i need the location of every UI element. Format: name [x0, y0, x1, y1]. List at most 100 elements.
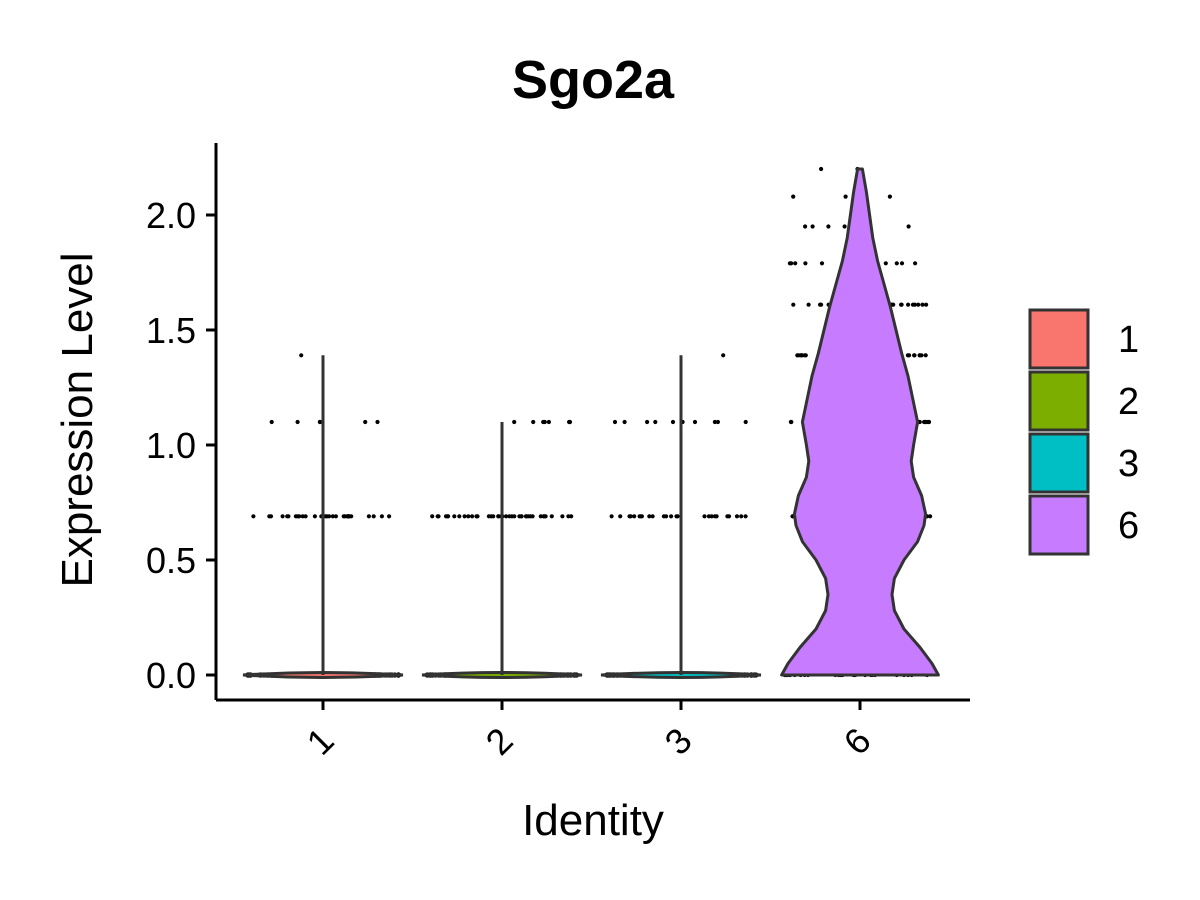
jitter-point	[803, 224, 808, 229]
y-tick-label: 1.5	[146, 310, 196, 351]
jitter-point	[887, 194, 893, 199]
jitter-point	[622, 419, 627, 425]
y-tick-label: 0.0	[146, 655, 196, 696]
jitter-point	[297, 514, 302, 519]
jitter-point	[712, 514, 718, 519]
jitter-point	[692, 419, 698, 425]
jitter-point	[566, 514, 571, 519]
jitter-point	[734, 514, 740, 519]
jitter-point	[923, 353, 928, 358]
jitter-point	[922, 419, 927, 425]
jitter-point	[650, 514, 655, 519]
jitter-point	[486, 514, 491, 519]
jitter-point	[632, 514, 637, 519]
jitter-point	[330, 514, 335, 519]
jitter-point	[507, 514, 512, 519]
jitter-point	[531, 419, 536, 425]
jitter-point	[299, 353, 304, 358]
jitter-point	[303, 514, 308, 519]
jitter-point	[251, 514, 256, 519]
jitter-point	[312, 514, 317, 519]
jitter-point	[504, 514, 509, 519]
y-tick-label: 2.0	[146, 195, 196, 236]
jitter-point	[542, 514, 547, 519]
jitter-point	[916, 302, 921, 307]
legend-item-2: 2	[1028, 370, 1139, 432]
plot-area: 0.0 0.5 1.0 1.5 2.0 1 2 3 6	[146, 143, 970, 763]
jitter-point	[366, 514, 371, 519]
jitter-point	[706, 514, 712, 519]
violins	[242, 167, 940, 679]
jitter-point	[669, 514, 674, 519]
violin-2	[421, 422, 583, 679]
jitter-point	[363, 419, 368, 425]
jitter-point	[342, 514, 347, 519]
jitter-point	[906, 224, 911, 229]
jitter-point	[743, 419, 748, 425]
jitter-point	[267, 514, 272, 519]
jitter-point	[443, 514, 449, 519]
jitter-point	[894, 261, 899, 266]
jitter-point	[743, 514, 748, 519]
jitter-point	[803, 353, 808, 358]
x-tick-label: 1	[299, 720, 342, 763]
jitter-point	[567, 419, 573, 425]
jitter-point	[798, 353, 803, 358]
jitter-point	[819, 302, 824, 307]
jitter-point	[349, 514, 354, 519]
jitter-point	[664, 514, 669, 519]
jitter-point	[917, 353, 922, 358]
jitter-point	[628, 514, 633, 519]
jitter-point	[317, 419, 323, 425]
jitter-point	[675, 514, 680, 519]
legend-item-6: 6	[1028, 494, 1139, 556]
jitter-point	[541, 419, 546, 425]
jitter-point	[436, 514, 441, 519]
x-tick-label: 6	[836, 720, 879, 763]
legend-label: 3	[1118, 443, 1139, 485]
jitter-point	[645, 419, 650, 425]
y-tick-label: 0.5	[146, 540, 196, 581]
jitter-point	[475, 514, 480, 519]
chart-title: Sgo2a	[512, 50, 675, 110]
jitter-point	[462, 514, 467, 519]
jitter-point	[793, 261, 798, 266]
jitter-point	[323, 514, 328, 519]
jitter-point	[612, 419, 618, 425]
jitter-point	[803, 261, 808, 266]
jitter-point	[795, 353, 800, 358]
jitter-point	[538, 514, 543, 519]
jitter-point	[920, 302, 925, 307]
jitter-point	[670, 419, 676, 425]
y-tick-label: 1.0	[146, 425, 196, 466]
jitter-point	[375, 419, 380, 425]
jitter-point	[810, 224, 815, 229]
jitter-point	[721, 353, 726, 358]
violin-1	[242, 355, 404, 679]
legend-swatch	[1028, 308, 1090, 370]
legend-swatch	[1028, 432, 1090, 494]
jitter-point	[560, 514, 565, 519]
jitter-point	[300, 514, 305, 519]
x-axis-title: Identity	[522, 796, 664, 845]
jitter-point	[883, 261, 888, 266]
jitter-point	[789, 419, 794, 425]
jitter-point	[269, 419, 274, 425]
jitter-point	[791, 302, 796, 307]
jitter-point	[739, 514, 744, 519]
jitter-point	[715, 419, 721, 425]
jitter-point	[295, 419, 300, 425]
jitter-point	[819, 261, 825, 266]
jitter-point	[647, 514, 652, 519]
x-tick-label: 3	[657, 720, 700, 763]
legend-label: 6	[1118, 505, 1139, 547]
jitter-point	[912, 302, 917, 307]
jitter-point	[470, 514, 475, 519]
legend-swatch	[1028, 370, 1090, 432]
jitter-point	[826, 224, 831, 229]
jitter-point	[530, 514, 535, 519]
jitter-point	[637, 514, 642, 519]
jitter-point	[387, 514, 392, 519]
jitter-point	[285, 514, 290, 519]
